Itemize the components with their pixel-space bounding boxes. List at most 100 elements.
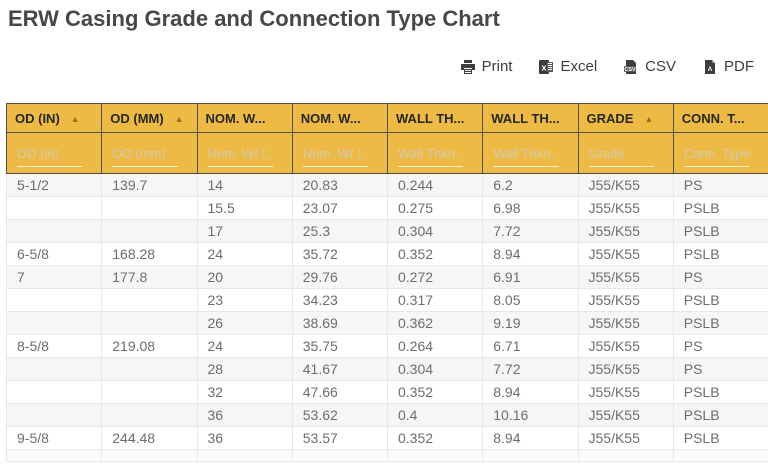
table-cell: 177.8 — [102, 266, 197, 289]
table-cell — [102, 381, 197, 404]
table-cell: 7 — [7, 266, 102, 289]
table-cell: PSLB — [673, 243, 768, 266]
filter-input-6[interactable] — [493, 144, 558, 167]
table-cell — [7, 197, 102, 220]
sort-asc-icon: ▲ — [175, 114, 184, 124]
column-header-label: OD (MM) — [110, 111, 163, 126]
table-cell: 9-5/8 — [7, 427, 102, 450]
svg-text:CSV: CSV — [625, 66, 636, 72]
table-cell: 6.98 — [483, 197, 578, 220]
table-cell: 34.23 — [292, 289, 387, 312]
table-cell: 38.69 — [292, 312, 387, 335]
table-cell — [102, 289, 197, 312]
table-cell: 8.05 — [483, 289, 578, 312]
table-cell — [7, 220, 102, 243]
column-header-7[interactable]: GRADE ▲ — [578, 104, 673, 133]
column-header-3[interactable]: NOM. W... — [197, 104, 292, 133]
column-header-6[interactable]: WALL TH... — [483, 104, 578, 133]
table-cell: J55/K55 — [578, 427, 673, 450]
table-cell: J55/K55 — [578, 404, 673, 427]
export-button-label: CSV — [645, 58, 676, 75]
table-cell — [102, 404, 197, 427]
filter-input-3[interactable] — [208, 144, 273, 167]
table-cell: 36 — [197, 404, 292, 427]
table-cell: 32 — [197, 381, 292, 404]
filter-input-8[interactable] — [684, 144, 749, 167]
table-cell: 53.62 — [292, 404, 387, 427]
table-cell: 8.94 — [483, 381, 578, 404]
table-cell: 17 — [197, 220, 292, 243]
table-cell — [102, 450, 197, 462]
filter-input-4[interactable] — [303, 144, 368, 167]
export-print-button[interactable]: Print — [460, 58, 513, 75]
pdf-file-icon: A — [702, 59, 718, 75]
table-cell: 6.71 — [483, 335, 578, 358]
casing-data-table: OD (IN)▲OD (MM)▲NOM. W...NOM. W...WALL T… — [6, 103, 768, 462]
table-cell: 41.67 — [292, 358, 387, 381]
svg-text:x: x — [542, 62, 547, 72]
table-cell: PS — [673, 174, 768, 197]
sort-asc-icon: ▲ — [644, 114, 653, 124]
table-cell: 5-1/2 — [7, 174, 102, 197]
table-cell: 23.07 — [292, 197, 387, 220]
table-cell: 139.7 — [102, 174, 197, 197]
export-csv-button[interactable]: CSV CSV — [623, 58, 676, 75]
export-pdf-button[interactable]: A PDF — [702, 58, 754, 75]
column-header-1[interactable]: OD (IN) ▲ — [7, 104, 102, 133]
table-cell: PSLB — [673, 197, 768, 220]
table-cell: J55/K55 — [578, 174, 673, 197]
table-cell: 24 — [197, 243, 292, 266]
column-header-label: GRADE — [587, 111, 634, 126]
column-header-5[interactable]: WALL TH... — [388, 104, 483, 133]
table-cell — [197, 450, 292, 462]
table-cell: PS — [673, 335, 768, 358]
table-cell — [388, 450, 483, 462]
table-cell: PSLB — [673, 381, 768, 404]
table-cell: PSLB — [673, 289, 768, 312]
export-button-label: PDF — [724, 58, 754, 75]
filter-input-7[interactable] — [589, 144, 654, 167]
filter-cell-6 — [483, 133, 578, 174]
table-cell: 24 — [197, 335, 292, 358]
table-cell: 20 — [197, 266, 292, 289]
table-cell: PS — [673, 358, 768, 381]
table-cell: 25.3 — [292, 220, 387, 243]
filter-input-5[interactable] — [398, 144, 463, 167]
column-header-label: NOM. W... — [206, 111, 266, 126]
table-cell: 9.19 — [483, 312, 578, 335]
column-header-label: OD (IN) — [15, 111, 60, 126]
data-table-region: OD (IN)▲OD (MM)▲NOM. W...NOM. W...WALL T… — [6, 103, 768, 475]
table-cell: 8-5/8 — [7, 335, 102, 358]
filter-input-1[interactable] — [17, 144, 82, 167]
filter-cell-5 — [388, 133, 483, 174]
table-cell — [102, 220, 197, 243]
printer-icon — [460, 59, 476, 75]
table-cell: PSLB — [673, 312, 768, 335]
column-header-2[interactable]: OD (MM) ▲ — [102, 104, 197, 133]
filter-input-2[interactable] — [112, 144, 177, 167]
filter-cell-4 — [292, 133, 387, 174]
table-cell: 6-5/8 — [7, 243, 102, 266]
table-cell: 244.48 — [102, 427, 197, 450]
page-title: ERW Casing Grade and Connection Type Cha… — [8, 6, 768, 32]
table-cell: PSLB — [673, 427, 768, 450]
table-cell: 0.244 — [388, 174, 483, 197]
table-cell — [102, 197, 197, 220]
column-header-label: CONN. T... — [682, 111, 745, 126]
column-header-8[interactable]: CONN. T... — [673, 104, 768, 133]
table-cell: 0.362 — [388, 312, 483, 335]
table-cell: J55/K55 — [578, 289, 673, 312]
table-cell: J55/K55 — [578, 197, 673, 220]
column-header-4[interactable]: NOM. W... — [292, 104, 387, 133]
table-cell: 0.304 — [388, 220, 483, 243]
sort-asc-icon: ▲ — [71, 114, 80, 124]
